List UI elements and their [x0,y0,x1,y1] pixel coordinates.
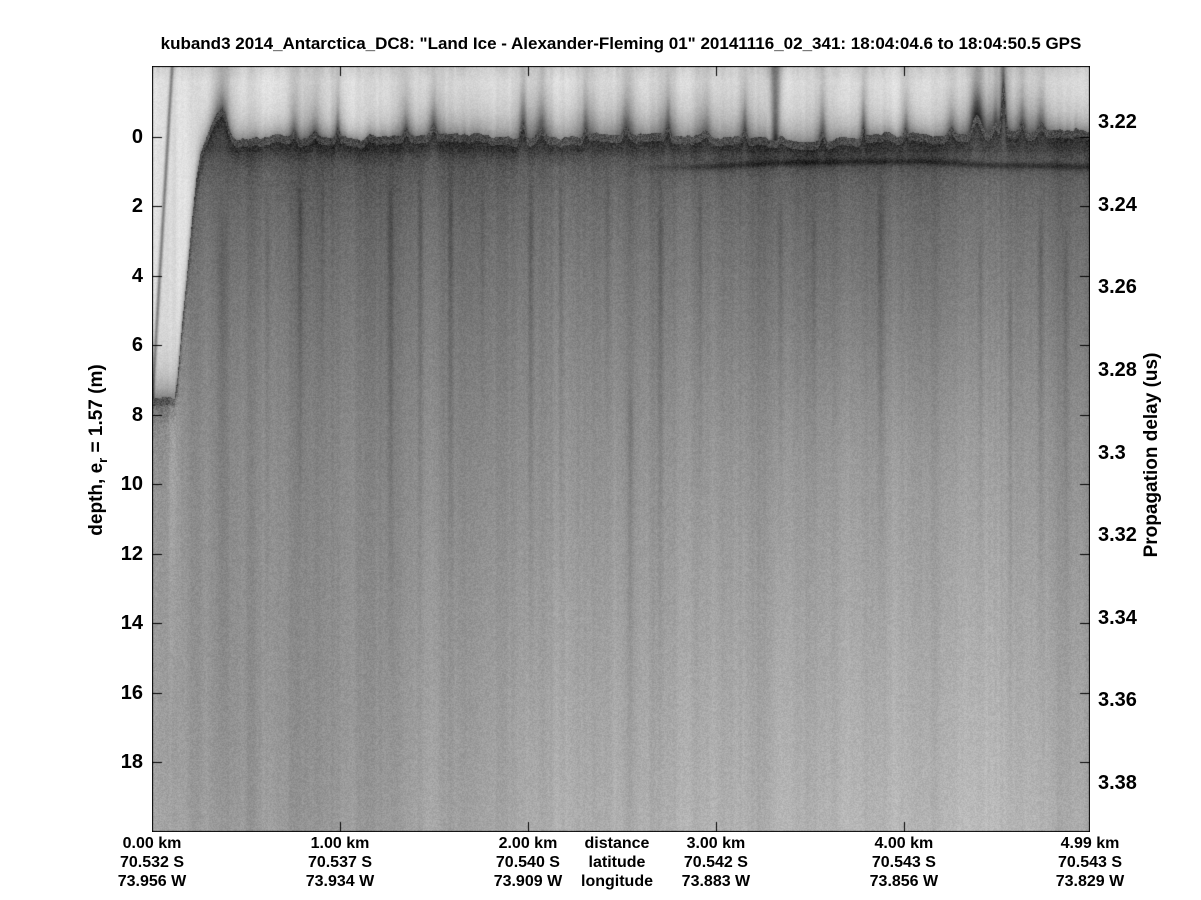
depth-tick-label-8: 8 [131,403,143,426]
geo-column-4: 4.00 km 70.543 S 73.856 W [839,834,969,891]
geo-header-distance: distance [584,835,650,852]
geo-header-latitude: latitude [588,854,646,871]
geo-distance-3: 3.00 km [686,835,746,852]
delay-tick-label-3.38: 3.38 [1098,772,1137,795]
left-axis-label: depth, er = 1.57 (m) [86,364,110,535]
depth-tick-label-16: 16 [120,681,143,704]
depth-tick-label-6: 6 [131,334,143,357]
delay-tick-label-3.32: 3.32 [1098,524,1137,547]
geo-column-0: 0.00 km 70.532 S 73.956 W [87,834,217,891]
geo-column-2: 2.00 km 70.540 S 73.909 W [463,834,593,891]
depth-tick-label-2: 2 [131,195,143,218]
geo-distance-5: 4.99 km [1060,835,1120,852]
geo-longitude-3: 73.883 W [681,873,751,890]
depth-tick-label-14: 14 [120,612,143,635]
geo-distance-2: 2.00 km [498,835,558,852]
plot-title: kuband3 2014_Antarctica_DC8: "Land Ice -… [160,34,1082,53]
geo-longitude-2: 73.909 W [493,873,563,890]
delay-tick-label-3.26: 3.26 [1098,276,1137,299]
delay-tick-label-3.36: 3.36 [1098,689,1137,712]
geo-longitude-0: 73.956 W [117,873,187,890]
right-axis-label: Propagation delay (us) [1141,352,1162,558]
depth-tick-label-4: 4 [131,264,143,287]
depth-tick-label-12: 12 [120,542,143,565]
left-axis-label-sub: r [94,457,110,463]
geo-header-longitude: longitude [581,873,653,890]
depth-tick-label-10: 10 [120,473,143,496]
geo-distance-4: 4.00 km [874,835,934,852]
geo-column-1: 1.00 km 70.537 S 73.934 W [275,834,405,891]
geo-latitude-5: 70.543 S [1057,854,1123,871]
echogram-plot [152,66,1090,832]
geo-latitude-1: 70.537 S [307,854,372,871]
geo-latitude-3: 70.542 S [683,854,748,871]
geo-distance-1: 1.00 km [310,835,370,852]
depth-tick-label-0: 0 [131,126,143,148]
depth-tick-label-18: 18 [120,750,143,773]
delay-tick-label-3.34: 3.34 [1098,606,1137,629]
geo-latitude-2: 70.540 S [495,854,560,871]
geo-longitude-1: 73.934 W [305,873,375,890]
geo-longitude-5: 73.829 W [1055,873,1125,890]
geo-column-3: 3.00 km 70.542 S 73.883 W [651,834,781,891]
delay-tick-label-3.3: 3.3 [1098,441,1126,464]
geo-column-5: 4.99 km 70.543 S 73.829 W [1025,834,1155,891]
delay-tick-label-3.24: 3.24 [1098,193,1137,216]
geo-header-column: distance latitude longitude [552,834,682,891]
delay-tick-label-3.22: 3.22 [1098,111,1137,133]
geo-latitude-0: 70.532 S [119,854,185,871]
geo-latitude-4: 70.543 S [871,854,936,871]
geo-longitude-4: 73.856 W [869,873,939,890]
delay-tick-label-3.28: 3.28 [1098,358,1137,381]
geo-distance-0: 0.00 km [122,835,182,852]
